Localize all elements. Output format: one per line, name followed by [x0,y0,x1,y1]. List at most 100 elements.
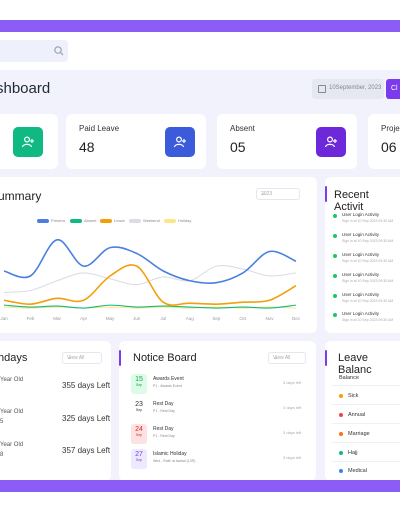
activity-title: User Login Activity [342,212,380,217]
legend-swatch [100,219,112,223]
activity-title: User Login Activity [342,272,380,277]
card-value: 48 [79,139,95,155]
activity-title: User Login Activity [342,232,380,237]
section-accent [325,350,327,366]
notice-time-left: 3 days left [283,380,302,385]
date-text: 10September, 2023 [329,85,382,91]
leave-label: Hajj [348,450,358,456]
status-dot [333,214,337,218]
notice-desc: P1 - Awards Event [153,384,182,388]
activity-time: Sign in at 10 Sep 2023 09:30 AM [342,219,394,223]
legend-swatch [164,219,176,223]
search-input[interactable] [0,40,68,62]
birthday-days-left: 325 days Left [62,414,111,423]
birthdays-title: hdays [0,352,28,364]
row-divider [332,385,400,386]
year-select[interactable]: 2023 ⌄ [256,188,300,200]
notice-item[interactable]: 23 Sep Rest Day P1 - Rest Day 3 days left [131,399,311,421]
bottom-accent-bar [0,480,400,492]
legend-label: Holiday [178,218,192,223]
status-dot [333,313,337,317]
attendance-line-chart: Jan Feb Mar Apr May Jun Jul Aug Sep Oct Nov Dec [0,239,300,321]
status-dot [333,294,337,298]
notice-item[interactable]: 27 Sep Islamic Holiday Wed - Rabi' al Aww… [131,449,311,471]
leave-row-marriage: Marriage [339,431,370,437]
series-line-absent [3,304,297,309]
notice-item[interactable]: 24 Sep Rest Day P1 - Rest Day 3 days left [131,424,311,446]
card-label: Absent [230,124,255,133]
series-line-holiday [3,306,297,309]
activity-time: Sign in at 10 Sep 2023 09:30 AM [342,318,394,322]
users-icon [316,127,346,157]
legend-swatch [70,219,82,223]
card-value: 05 [230,139,246,155]
notice-title: Rest Day [153,401,174,407]
notice-day: 23 [135,401,143,408]
card-label: Paid Leave [79,124,120,133]
notice-time-left: 3 days left [283,455,302,460]
notice-day: 27 [135,451,143,458]
activity-time: Sign in at 10 Sep 2023 09:30 AM [342,239,394,243]
clock-in-label: Cl [391,85,398,92]
notice-item[interactable]: 15 Sep Awards Event P1 - Awards Event 3 d… [131,374,311,396]
view-all-label: View All [273,355,291,361]
leave-row-sick: Sick [339,393,358,399]
x-tick-label: Jan [0,316,8,321]
activity-time: Sign in at 10 Sep 2023 09:30 AM [342,279,394,283]
leave-dot [339,468,343,473]
recent-activity-title: Recent Activit [334,189,369,213]
activity-title: User Login Activity [342,252,380,257]
card-label: Projec [381,124,400,133]
activity-title: User Login Activity [342,311,380,316]
page-title: shboard [0,80,51,97]
notice-month: Sep [135,408,143,412]
x-tick-label: Oct [239,316,247,321]
birthday-age: Year Old [0,409,24,415]
legend-swatch [129,219,141,223]
birthdays-view-all[interactable]: View All ⌄ [62,352,102,364]
activity-time: Sign in at 10 Sep 2023 09:30 AM [342,299,394,303]
view-all-label: View All [67,355,85,361]
date-display[interactable] [312,79,384,99]
notice-month: Sep [135,458,143,462]
chevron-down-icon: ⌄ [261,191,267,197]
leave-label: Annual [348,412,366,418]
leave-label: Medical [348,468,367,474]
leave-balance-title: Leave Balanc [338,352,372,376]
notice-time-left: 3 days left [283,405,302,410]
users-icon [165,127,195,157]
notice-view-all[interactable]: View All ⌄ [268,352,306,364]
notice-date-badge: 24 Sep [131,424,147,444]
series-line-leave [3,264,297,306]
notice-desc: P1 - Rest Day [153,409,175,413]
status-dot [333,274,337,278]
search-icon[interactable] [53,45,65,57]
notice-desc: P1 - Rest Day [153,434,175,438]
calendar-icon [318,85,326,93]
notice-title: Awards Event [153,376,184,382]
chevron-down-icon: ⌄ [273,355,279,361]
series-line-present [3,239,297,285]
users-icon [13,127,43,157]
leave-row-medical: Medical [339,468,367,474]
leave-row-hajj: Hajj [339,450,357,456]
notice-day: 24 [135,426,143,433]
notice-month: Sep [135,383,143,387]
clock-in-button[interactable] [386,79,400,99]
birthday-age: Year Old [0,442,24,448]
recent-activity-panel [325,177,400,333]
activity-time: Sign in at 10 Sep 2023 09:30 AM [342,259,394,263]
x-tick-label: Jun [133,316,141,321]
row-divider [332,461,400,462]
x-tick-label: Jul [160,316,166,321]
stat-card-projects[interactable] [368,114,400,169]
status-dot [333,234,337,238]
leave-label: Sick [348,393,359,399]
leave-dot [339,393,343,398]
chevron-down-icon: ⌄ [67,355,73,361]
birthday-days-left: 355 days Left [62,381,111,390]
row-divider [332,423,400,424]
birthdays-panel [0,341,111,481]
summary-title: ummary [0,189,42,203]
